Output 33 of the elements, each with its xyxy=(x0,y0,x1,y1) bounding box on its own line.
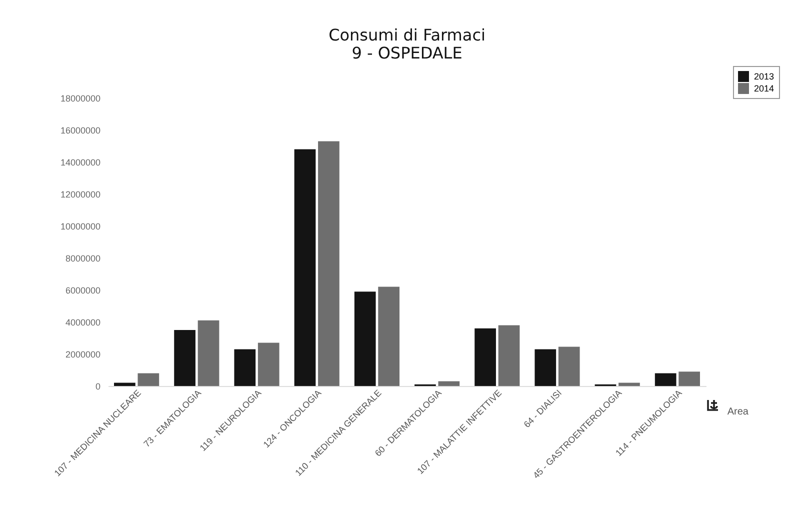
bar xyxy=(438,381,460,386)
bar xyxy=(678,372,700,386)
y-tick-label: 6000000 xyxy=(65,286,100,296)
bar xyxy=(654,373,676,386)
bar xyxy=(498,325,520,386)
y-tick-label: 14000000 xyxy=(60,158,100,168)
y-tick-label: 16000000 xyxy=(60,126,100,136)
legend-label: 2013 xyxy=(754,72,774,82)
bar xyxy=(318,141,340,386)
bar xyxy=(138,373,160,386)
bar xyxy=(474,328,496,386)
bar xyxy=(234,349,256,386)
bar xyxy=(114,382,136,386)
y-tick-label: 8000000 xyxy=(65,254,100,264)
chart-title: Consumi di Farmaci xyxy=(328,26,486,44)
bar xyxy=(354,292,376,386)
y-tick-label: 2000000 xyxy=(65,350,100,360)
y-tick-label: 10000000 xyxy=(60,222,100,232)
bar xyxy=(198,320,220,386)
bar xyxy=(258,342,280,386)
legend-label: 2014 xyxy=(754,84,774,94)
bar xyxy=(294,149,316,386)
chart-subtitle: 9 - OSPEDALE xyxy=(352,44,462,62)
bar xyxy=(378,286,400,386)
x-axis-title: Area xyxy=(727,406,749,418)
bar xyxy=(558,346,580,386)
y-tick-label: 12000000 xyxy=(60,190,100,200)
y-tick-label: 0 xyxy=(95,382,100,392)
y-tick-label: 4000000 xyxy=(65,318,100,328)
y-tick-label: 18000000 xyxy=(60,94,100,104)
bar xyxy=(618,382,640,386)
bar xyxy=(174,330,196,386)
bar xyxy=(534,349,556,386)
